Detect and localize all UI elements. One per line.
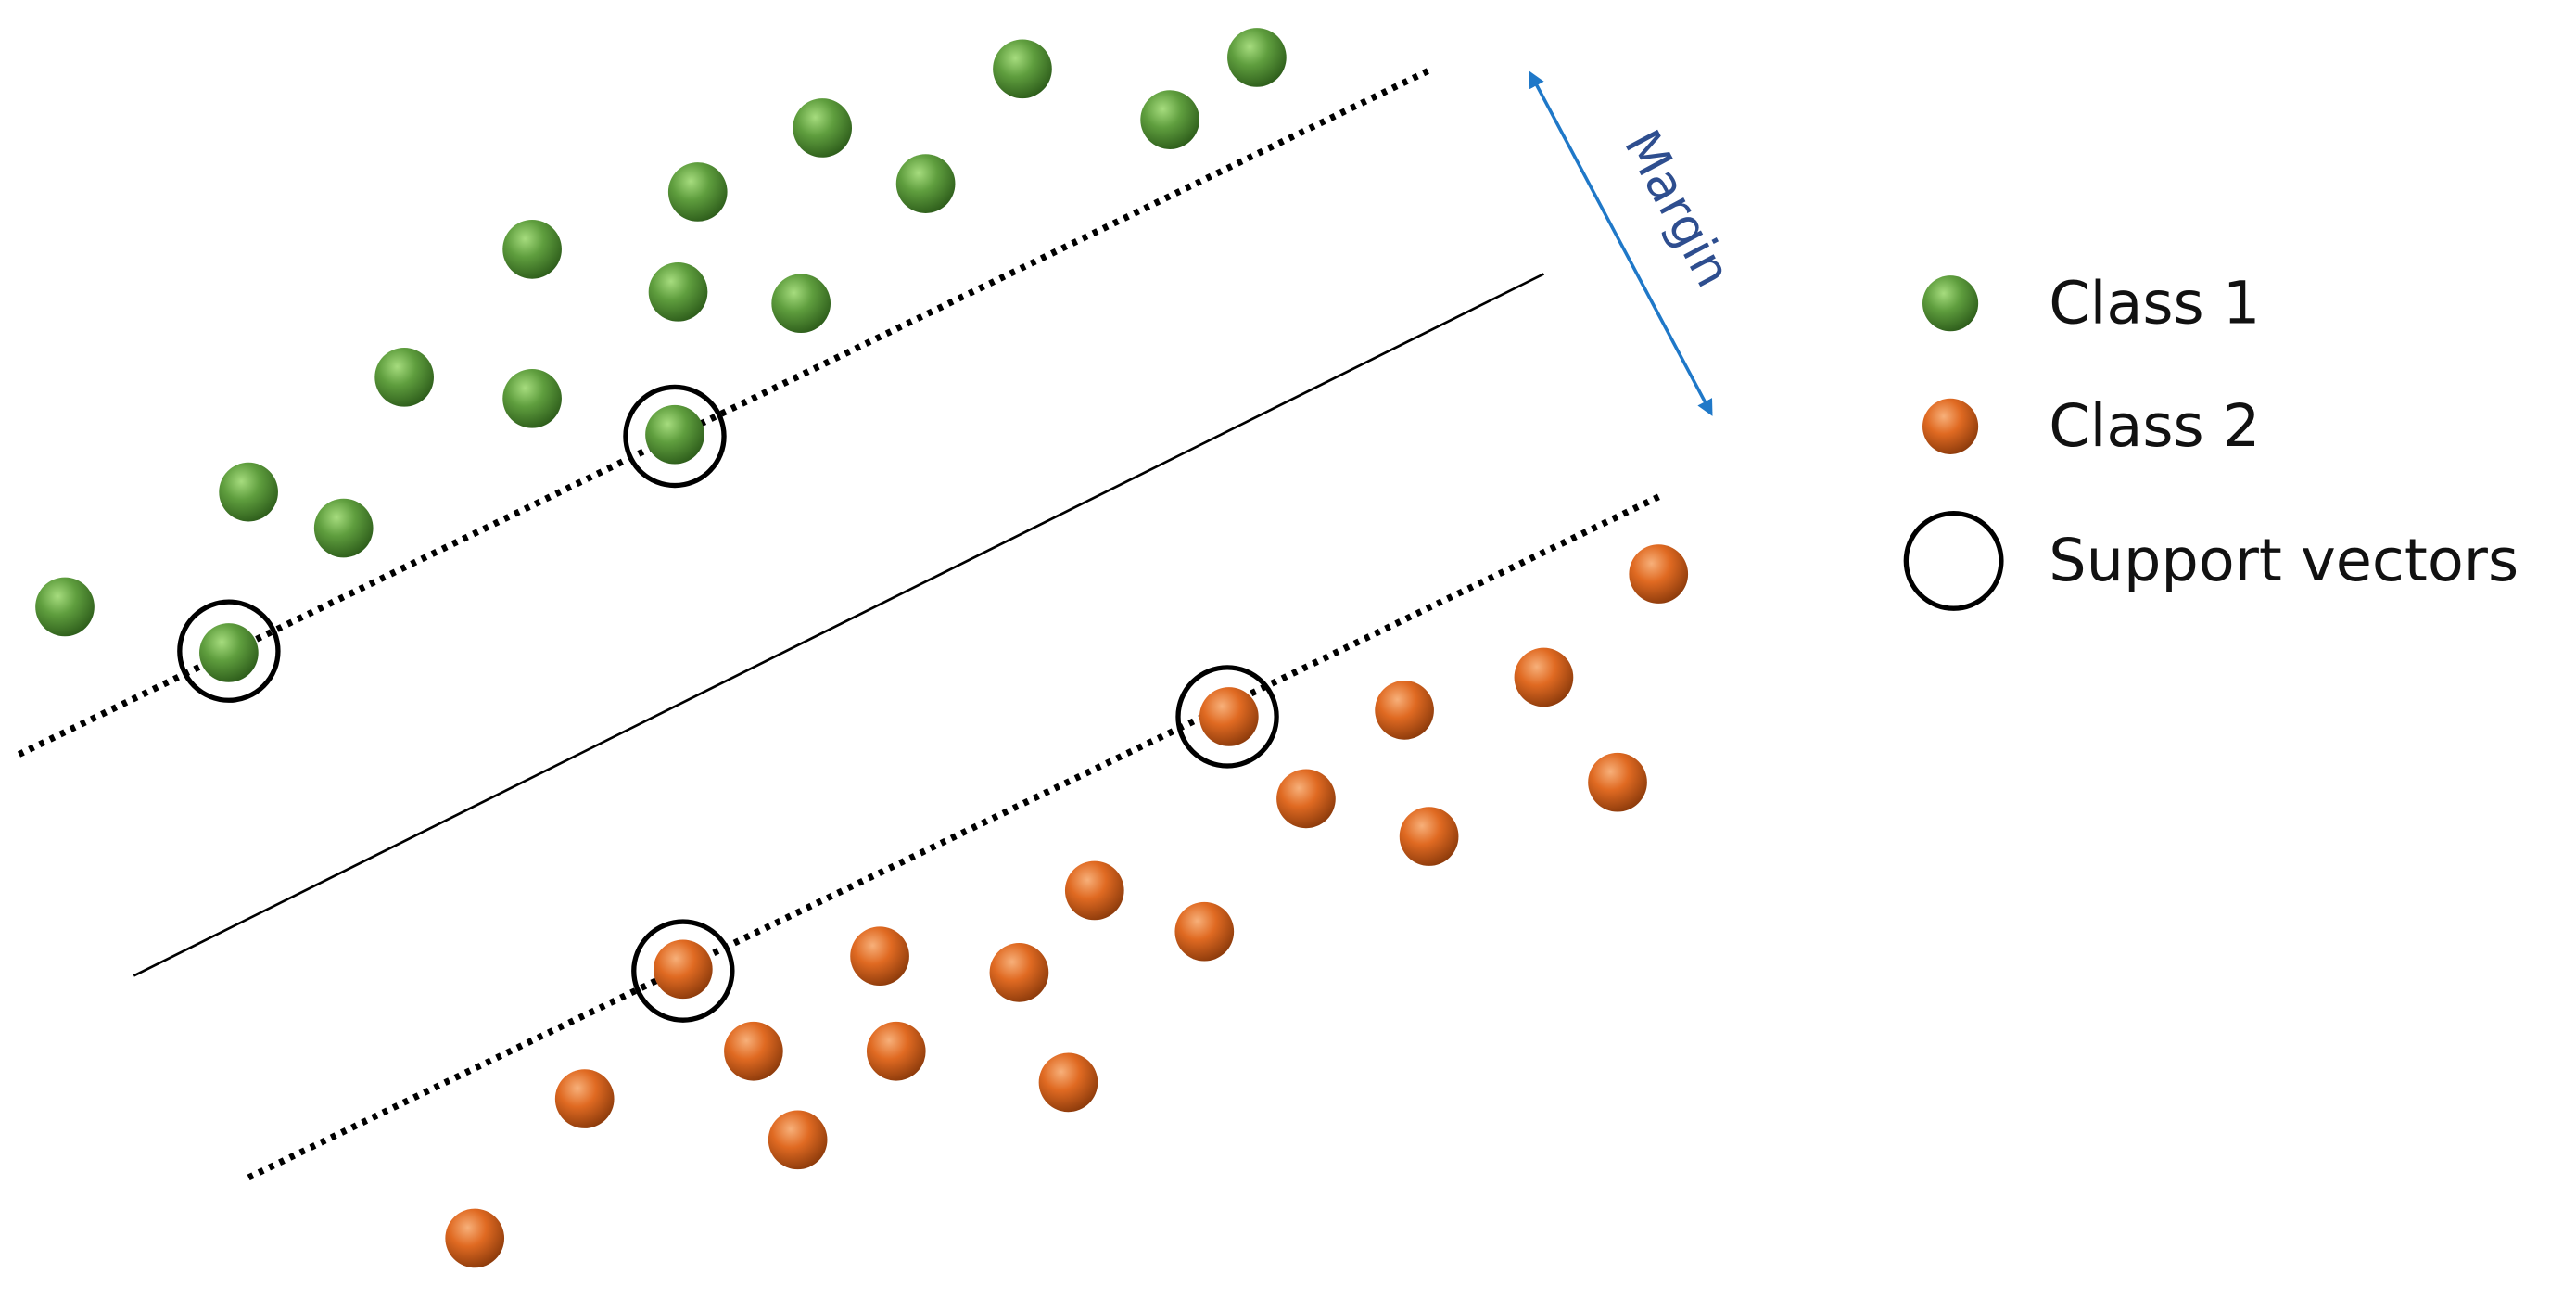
class1-point: [313, 498, 374, 558]
legend-class2-swatch: [1922, 398, 1979, 454]
class1-point: [771, 274, 831, 334]
class1-point: [667, 162, 728, 222]
class2-point: [1038, 1052, 1098, 1113]
class2-point: [1514, 647, 1574, 707]
margin-label: Margin: [1613, 121, 1743, 296]
class2-point: [554, 1069, 615, 1128]
legend-label: Class 1: [2049, 269, 2260, 338]
margin-arrow: [1529, 70, 1713, 416]
class2-point: [1174, 901, 1235, 962]
class1-point: [35, 577, 95, 637]
class1-point: [502, 368, 562, 428]
legend-label: Class 2: [2049, 392, 2260, 461]
lower-margin-line: [247, 491, 1664, 1181]
class2-point: [1629, 544, 1689, 604]
class1-point: [793, 98, 853, 158]
class2-point: [1399, 807, 1459, 866]
legend: Class 1 Class 2 Support vectors: [1903, 269, 2519, 611]
legend-support-swatch: [1903, 510, 2004, 611]
class2-point: [1375, 681, 1434, 740]
class1-point: [502, 220, 562, 279]
class2-point: [850, 926, 909, 987]
class2-point: [724, 1021, 783, 1081]
class2-point: [653, 939, 713, 1000]
class2-point: [1064, 860, 1124, 921]
class1-point: [199, 623, 259, 682]
class1-point: [645, 404, 704, 465]
support-vector-ring: [177, 599, 281, 703]
class1-point: [648, 262, 708, 322]
decision-boundary: [133, 273, 1545, 977]
support-vector-ring: [623, 384, 727, 489]
class1-point: [219, 462, 278, 522]
class1-point: [1227, 28, 1287, 87]
support-vector-ring: [631, 919, 735, 1023]
class1-point: [895, 154, 956, 213]
class1-point: [1140, 90, 1199, 149]
class2-point: [445, 1208, 505, 1268]
legend-label: Support vectors: [2049, 527, 2519, 595]
class2-point: [866, 1021, 926, 1081]
class2-point: [1588, 752, 1647, 812]
class1-point: [374, 347, 434, 407]
class1-point: [993, 39, 1052, 99]
upper-margin-line: [17, 66, 1434, 758]
class2-point: [768, 1110, 828, 1170]
class2-point: [1276, 769, 1336, 829]
class2-point: [989, 943, 1049, 1002]
class2-point: [1199, 687, 1259, 746]
legend-class1-swatch: [1922, 275, 1979, 332]
points: [35, 28, 1689, 1268]
support-vector-ring: [1175, 665, 1279, 769]
